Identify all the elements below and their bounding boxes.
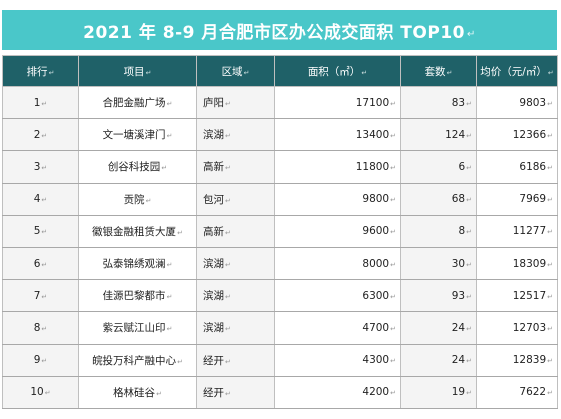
header-area: 面积（㎡）↵: [274, 55, 401, 87]
area-cell: 17100↵: [274, 85, 401, 120]
price-cell: 12517↵: [476, 279, 558, 313]
units-cell: 19↵: [400, 375, 477, 409]
district-cell: 包河↵: [196, 182, 275, 216]
price-cell: 6186↵: [476, 150, 558, 184]
rank-cell: 6↵: [2, 246, 79, 281]
project-cell: 紫云赋江山印↵: [78, 311, 197, 345]
header-units: 套数↵: [400, 55, 477, 87]
table-row: 9↵ 皖投万科产融中心↵ 经开↵ 4300↵ 24↵ 12839↵: [2, 343, 558, 377]
area-cell: 13400↵: [274, 118, 401, 152]
table-row: 6↵ 弘泰锦绣观澜↵ 滨湖↵ 8000↵ 30↵ 18309↵: [2, 246, 558, 281]
rank-cell: 1↵: [2, 85, 79, 120]
district-cell: 高新↵: [196, 214, 275, 248]
district-cell: 滨湖↵: [196, 279, 275, 313]
price-cell: 18309↵: [476, 246, 558, 281]
district-cell: 庐阳↵: [196, 85, 275, 120]
rank-cell: 7↵: [2, 279, 79, 313]
area-cell: 9800↵: [274, 182, 401, 216]
title-text: 2021 年 8-9 月合肥市区办公成交面积 TOP10: [83, 22, 465, 43]
table-row: 1↵ 合肥金融广场↵ 庐阳↵ 17100↵ 83↵ 9803↵: [2, 85, 558, 120]
rank-cell: 3↵: [2, 150, 79, 184]
rank-cell: 8↵: [2, 311, 79, 345]
paragraph-mark-icon: ↵: [466, 29, 476, 40]
project-cell: 创谷科技园↵: [78, 150, 197, 184]
project-cell: 佳源巴黎都市↵: [78, 279, 197, 313]
table-row: 2↵ 文一塘溪津门↵ 滨湖↵ 13400↵ 124↵ 12366↵: [2, 118, 558, 152]
rank-cell: 4↵: [2, 182, 79, 216]
rank-cell: 5↵: [2, 214, 79, 248]
price-cell: 12839↵: [476, 343, 558, 377]
table-row: 7↵ 佳源巴黎都市↵ 滨湖↵ 6300↵ 93↵ 12517↵: [2, 279, 558, 313]
project-cell: 文一塘溪津门↵: [78, 118, 197, 152]
rank-cell: 9↵: [2, 343, 79, 377]
district-cell: 高新↵: [196, 150, 275, 184]
district-cell: 经开↵: [196, 375, 275, 409]
area-cell: 4700↵: [274, 311, 401, 345]
table-row: 10↵ 格林硅谷↵ 经开↵ 4200↵ 19↵ 7622↵: [2, 375, 558, 409]
units-cell: 124↵: [400, 118, 477, 152]
project-cell: 格林硅谷↵: [78, 375, 197, 409]
table-row: 4↵ 贡院↵ 包河↵ 9800↵ 68↵ 7969↵: [2, 182, 558, 216]
rank-cell: 2↵: [2, 118, 79, 152]
table-row: 3↵ 创谷科技园↵ 高新↵ 11800↵ 6↵ 6186↵: [2, 150, 558, 184]
price-cell: 7969↵: [476, 182, 558, 216]
units-cell: 6↵: [400, 150, 477, 184]
header-project: 项目↵: [78, 55, 197, 87]
header-district: 区域↵: [196, 55, 275, 87]
area-cell: 8000↵: [274, 246, 401, 281]
table-header: 排行↵ 项目↵ 区域↵ 面积（㎡）↵ 套数↵ 均价（元/㎡）↵: [2, 55, 558, 87]
header-price: 均价（元/㎡）↵: [476, 55, 558, 87]
table-row: 5↵ 徽银金融租赁大厦↵ 高新↵ 9600↵ 8↵ 11277↵: [2, 214, 558, 248]
units-cell: 93↵: [400, 279, 477, 313]
units-cell: 24↵: [400, 343, 477, 377]
rank-cell: 10↵: [2, 375, 79, 409]
units-cell: 30↵: [400, 246, 477, 281]
units-cell: 8↵: [400, 214, 477, 248]
units-cell: 83↵: [400, 85, 477, 120]
project-cell: 贡院↵: [78, 182, 197, 216]
area-cell: 6300↵: [274, 279, 401, 313]
price-cell: 9803↵: [476, 85, 558, 120]
area-cell: 4300↵: [274, 343, 401, 377]
price-cell: 7622↵: [476, 375, 558, 409]
table-title: 2021 年 8-9 月合肥市区办公成交面积 TOP10 ↵: [2, 10, 557, 50]
area-cell: 11800↵: [274, 150, 401, 184]
district-cell: 滨湖↵: [196, 311, 275, 345]
project-cell: 合肥金融广场↵: [78, 85, 197, 120]
header-rank: 排行↵: [2, 55, 79, 87]
district-cell: 滨湖↵: [196, 118, 275, 152]
units-cell: 68↵: [400, 182, 477, 216]
price-cell: 12703↵: [476, 311, 558, 345]
area-cell: 9600↵: [274, 214, 401, 248]
price-cell: 11277↵: [476, 214, 558, 248]
district-cell: 经开↵: [196, 343, 275, 377]
project-cell: 徽银金融租赁大厦↵: [78, 214, 197, 248]
area-cell: 4200↵: [274, 375, 401, 409]
project-cell: 皖投万科产融中心↵: [78, 343, 197, 377]
price-cell: 12366↵: [476, 118, 558, 152]
units-cell: 24↵: [400, 311, 477, 345]
table-row: 8↵ 紫云赋江山印↵ 滨湖↵ 4700↵ 24↵ 12703↵: [2, 311, 558, 345]
project-cell: 弘泰锦绣观澜↵: [78, 246, 197, 281]
transaction-table: 排行↵ 项目↵ 区域↵ 面积（㎡）↵ 套数↵ 均价（元/㎡）↵ 1↵ 合肥金融广…: [2, 55, 558, 409]
district-cell: 滨湖↵: [196, 246, 275, 281]
